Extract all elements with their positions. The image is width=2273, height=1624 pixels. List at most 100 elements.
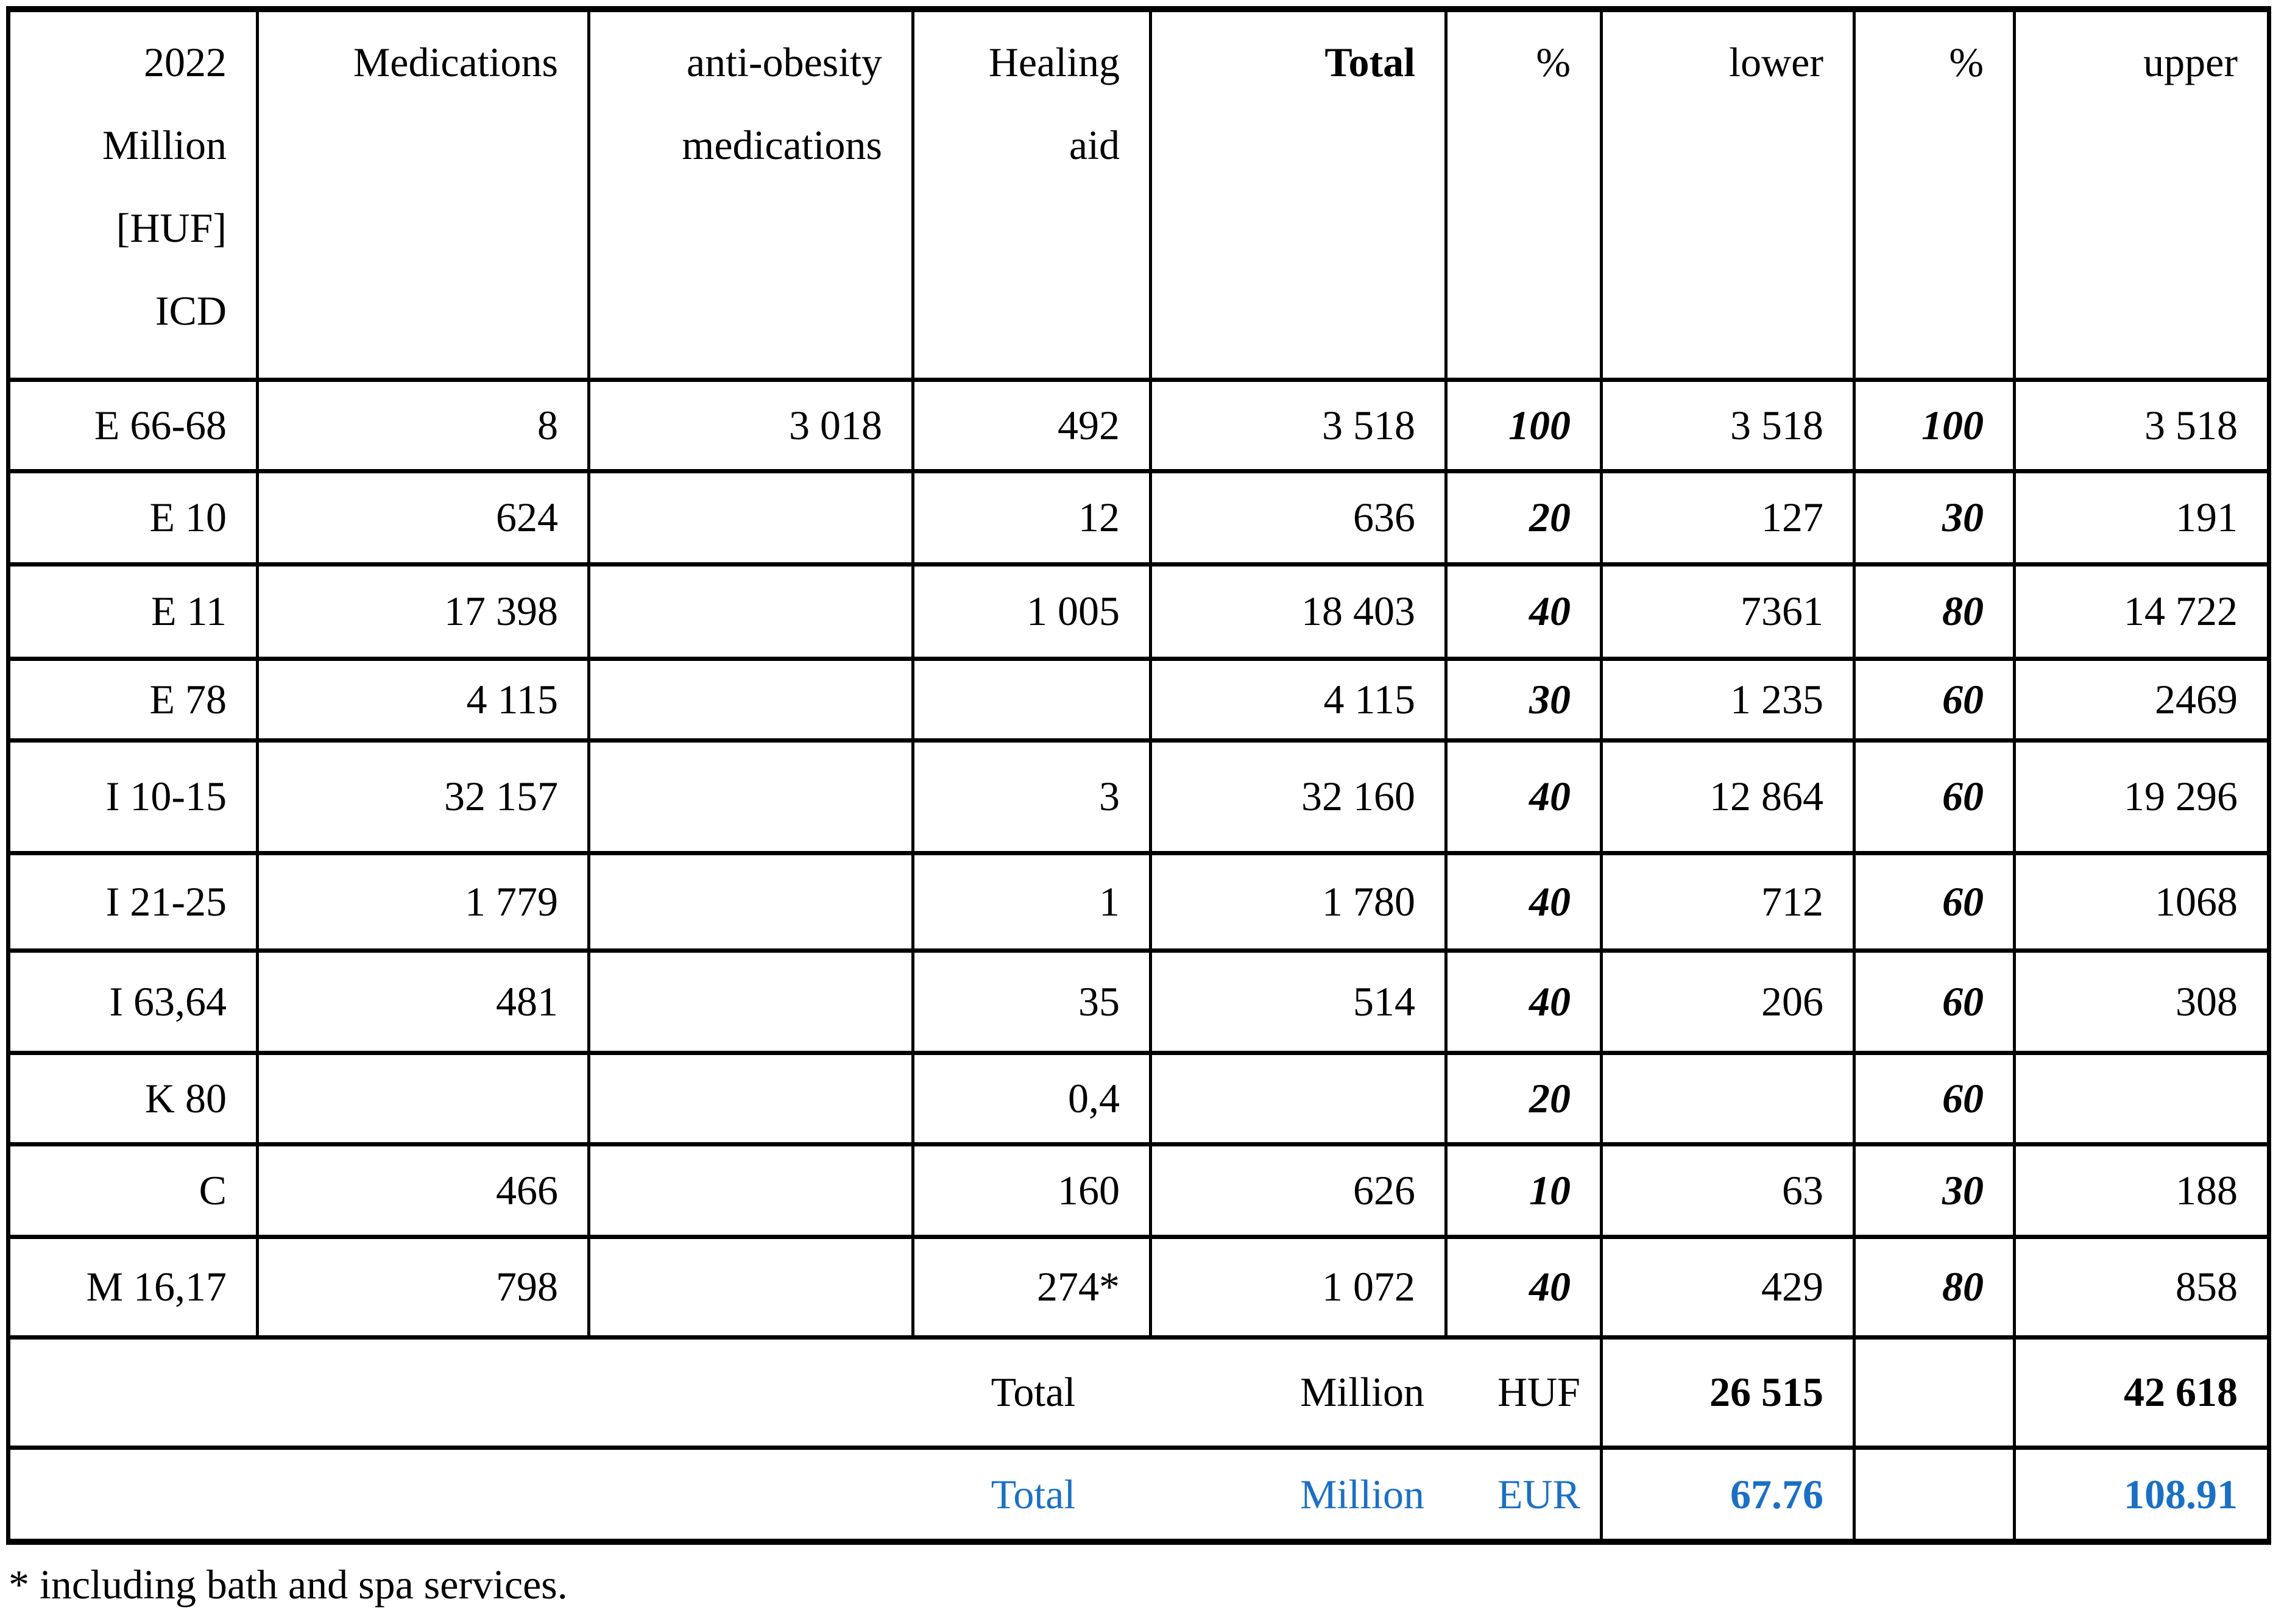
cell-total: 3 518	[1149, 377, 1448, 473]
cell-total: 4 115	[1149, 656, 1448, 743]
total-unit-label: Million	[1299, 1470, 1424, 1517]
cell-lower: 63	[1600, 1142, 1856, 1239]
cell-icd: I 63,64	[7, 948, 259, 1055]
cell-healing-aid: 0,4	[911, 1050, 1152, 1146]
table-row-m16-17: M 16,17 798 274* 1 072 40 429 80 858	[7, 1234, 2271, 1340]
cell-pct-1: 40	[1444, 948, 1603, 1055]
header-pct-2: %	[1853, 7, 2016, 382]
cell-pct-2: 30	[1853, 1142, 2016, 1239]
cell-lower: 712	[1600, 850, 1856, 953]
cell-total: 514	[1149, 948, 1448, 1055]
table-row-i63-64: I 63,64 481 35 514 40 206 60 308	[7, 948, 2271, 1055]
cell-healing-aid: 12	[911, 468, 1152, 567]
total-pct-huf	[1853, 1335, 2016, 1450]
cell-icd: E 78	[7, 656, 259, 743]
cell-total	[1149, 1050, 1448, 1146]
cell-healing-aid: 3	[911, 738, 1152, 855]
cell-anti-obesity	[587, 1142, 914, 1239]
header-upper: upper	[2013, 7, 2271, 382]
cell-upper: 19 296	[2013, 738, 2271, 855]
cell-lower: 127	[1600, 468, 1856, 567]
cell-pct-1: 40	[1444, 1234, 1603, 1340]
total-row-huf: Total Million HUF 26 515 42 618	[7, 1335, 2271, 1450]
cell-healing-aid: 492	[911, 377, 1152, 473]
cell-upper: 1068	[2013, 850, 2271, 953]
cell-pct-1: 100	[1444, 377, 1603, 473]
cell-anti-obesity	[587, 1050, 914, 1146]
cell-icd: E 66-68	[7, 377, 259, 473]
total-currency-label: EUR	[1497, 1470, 1580, 1517]
cell-medications: 4 115	[256, 656, 590, 743]
cell-pct-2: 80	[1853, 562, 2016, 661]
total-lower-huf: 26 515	[1600, 1335, 1856, 1450]
cell-lower: 429	[1600, 1234, 1856, 1340]
cell-anti-obesity: 3 018	[587, 377, 914, 473]
cell-medications: 8	[256, 377, 590, 473]
cell-upper	[2013, 1050, 2271, 1146]
cell-total: 18 403	[1149, 562, 1448, 661]
header-icd: 2022 Million [HUF] ICD	[7, 7, 259, 382]
cell-total: 636	[1149, 468, 1448, 567]
table-row-e78: E 78 4 115 4 115 30 1 235 60 2469	[7, 656, 2271, 743]
cell-upper: 191	[2013, 468, 2271, 567]
total-upper-eur: 108.91	[2013, 1445, 2271, 1544]
table-row-c: C 466 160 626 10 63 30 188	[7, 1142, 2271, 1239]
cell-pct-1: 40	[1444, 562, 1603, 661]
cell-pct-2: 30	[1853, 468, 2016, 567]
cell-lower: 206	[1600, 948, 1856, 1055]
cell-anti-obesity	[587, 850, 914, 953]
cell-total: 1 072	[1149, 1234, 1448, 1340]
icd-cost-table: 2022 Million [HUF] ICD Medications anti-…	[6, 6, 2271, 1545]
cell-pct-2: 60	[1853, 656, 2016, 743]
cell-upper: 188	[2013, 1142, 2271, 1239]
cell-upper: 2469	[2013, 656, 2271, 743]
header-medications: Medications	[256, 7, 590, 382]
cell-lower: 3 518	[1600, 377, 1856, 473]
cell-medications: 624	[256, 468, 590, 567]
header-total: Total	[1149, 7, 1448, 382]
cell-medications: 17 398	[256, 562, 590, 661]
header-lower: lower	[1600, 7, 1856, 382]
cell-pct-2: 60	[1853, 850, 2016, 953]
cell-upper: 858	[2013, 1234, 2271, 1340]
cell-total: 626	[1149, 1142, 1448, 1239]
table-row-i10-15: I 10-15 32 157 3 32 160 40 12 864 60 19 …	[7, 738, 2271, 855]
table-header-row: 2022 Million [HUF] ICD Medications anti-…	[7, 7, 2271, 382]
cell-anti-obesity	[587, 468, 914, 567]
cell-icd: E 11	[7, 562, 259, 661]
cell-healing-aid: 35	[911, 948, 1152, 1055]
table-row-e11: E 11 17 398 1 005 18 403 40 7361 80 14 7…	[7, 562, 2271, 661]
cell-icd: E 10	[7, 468, 259, 567]
cell-medications	[256, 1050, 590, 1146]
cell-upper: 308	[2013, 948, 2271, 1055]
cell-medications: 798	[256, 1234, 590, 1340]
cell-pct-1: 40	[1444, 738, 1603, 855]
cell-medications: 32 157	[256, 738, 590, 855]
total-unit-label: Million	[1299, 1369, 1424, 1416]
total-label-huf: Total Million HUF	[7, 1335, 1603, 1450]
cell-healing-aid: 1	[911, 850, 1152, 953]
cell-pct-2: 60	[1853, 948, 2016, 1055]
cell-medications: 1 779	[256, 850, 590, 953]
cell-lower: 12 864	[1600, 738, 1856, 855]
cell-pct-2: 100	[1853, 377, 2016, 473]
table-row-e10: E 10 624 12 636 20 127 30 191	[7, 468, 2271, 567]
cell-upper: 3 518	[2013, 377, 2271, 473]
cell-total: 1 780	[1149, 850, 1448, 953]
cell-anti-obesity	[587, 948, 914, 1055]
total-row-eur: Total Million EUR 67.76 108.91	[7, 1445, 2271, 1544]
cell-icd: I 10-15	[7, 738, 259, 855]
cell-anti-obesity	[587, 738, 914, 855]
total-pct-eur	[1853, 1445, 2016, 1544]
cell-pct-1: 40	[1444, 850, 1603, 953]
cell-healing-aid: 160	[911, 1142, 1152, 1239]
cell-medications: 481	[256, 948, 590, 1055]
cell-healing-aid: 274*	[911, 1234, 1152, 1340]
total-label: Total	[991, 1369, 1076, 1416]
cell-total: 32 160	[1149, 738, 1448, 855]
table-row-i21-25: I 21-25 1 779 1 1 780 40 712 60 1068	[7, 850, 2271, 953]
cell-pct-2: 60	[1853, 738, 2016, 855]
cell-pct-1: 20	[1444, 468, 1603, 567]
cell-anti-obesity	[587, 562, 914, 661]
